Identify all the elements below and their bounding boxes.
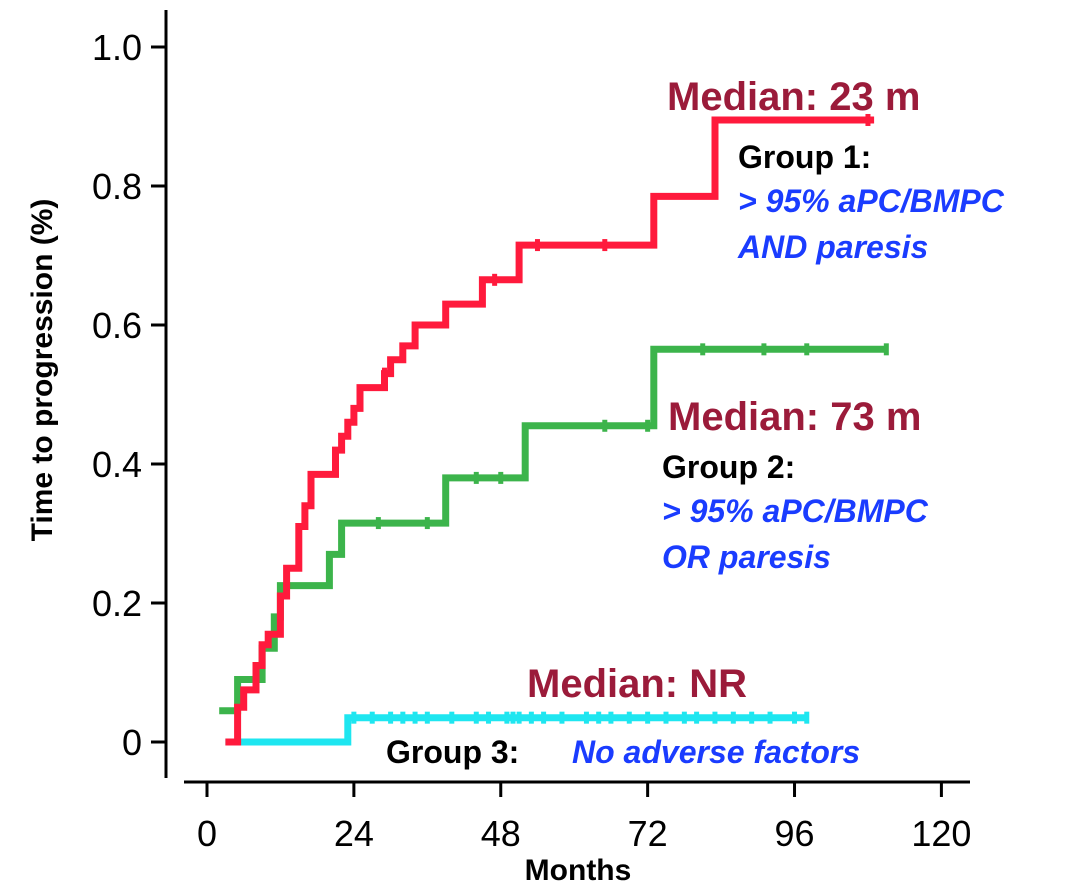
x-tick-label: 0: [197, 813, 217, 854]
y-axis-title: Time to progression (%): [26, 199, 59, 542]
group-3-label: Group 3:: [386, 734, 519, 770]
series-1-curve: [225, 116, 875, 746]
median-group-3: Median: NR: [527, 662, 747, 706]
series-3-curve: [225, 714, 807, 746]
y-tick-label: 0.8: [92, 166, 142, 207]
y-tick-label: 0.6: [92, 305, 142, 346]
group-2-criteria-line1: > 95% aPC/BMPC: [662, 493, 929, 529]
x-axis: 0 24 48 72 96 120: [184, 780, 971, 854]
x-tick-label: 120: [911, 813, 971, 854]
x-axis-title: Months: [525, 854, 632, 887]
y-tick-label: 0: [122, 722, 142, 763]
y-tick-label: 0.4: [92, 444, 142, 485]
group-1-label: Group 1:: [738, 139, 871, 175]
x-tick-label: 96: [774, 813, 814, 854]
group-1-criteria-line2: AND paresis: [737, 229, 928, 265]
x-tick-label: 48: [481, 813, 521, 854]
group-3-criteria: No adverse factors: [572, 734, 860, 770]
group-1-criteria-line1: > 95% aPC/BMPC: [738, 183, 1005, 219]
series-layer: [219, 113, 889, 746]
y-tick-label: 0.2: [92, 583, 142, 624]
y-tick-label: 1.0: [92, 27, 142, 68]
median-group-2: Median: 73 m: [668, 395, 921, 439]
group-2-criteria-line2: OR paresis: [662, 539, 831, 575]
y-axis: 0 0.2 0.4 0.6 0.8 1.0: [92, 10, 168, 778]
x-tick-label: 24: [334, 813, 374, 854]
median-group-1: Median: 23 m: [667, 75, 920, 119]
group-2-label: Group 2:: [662, 449, 795, 485]
x-tick-label: 72: [628, 813, 668, 854]
